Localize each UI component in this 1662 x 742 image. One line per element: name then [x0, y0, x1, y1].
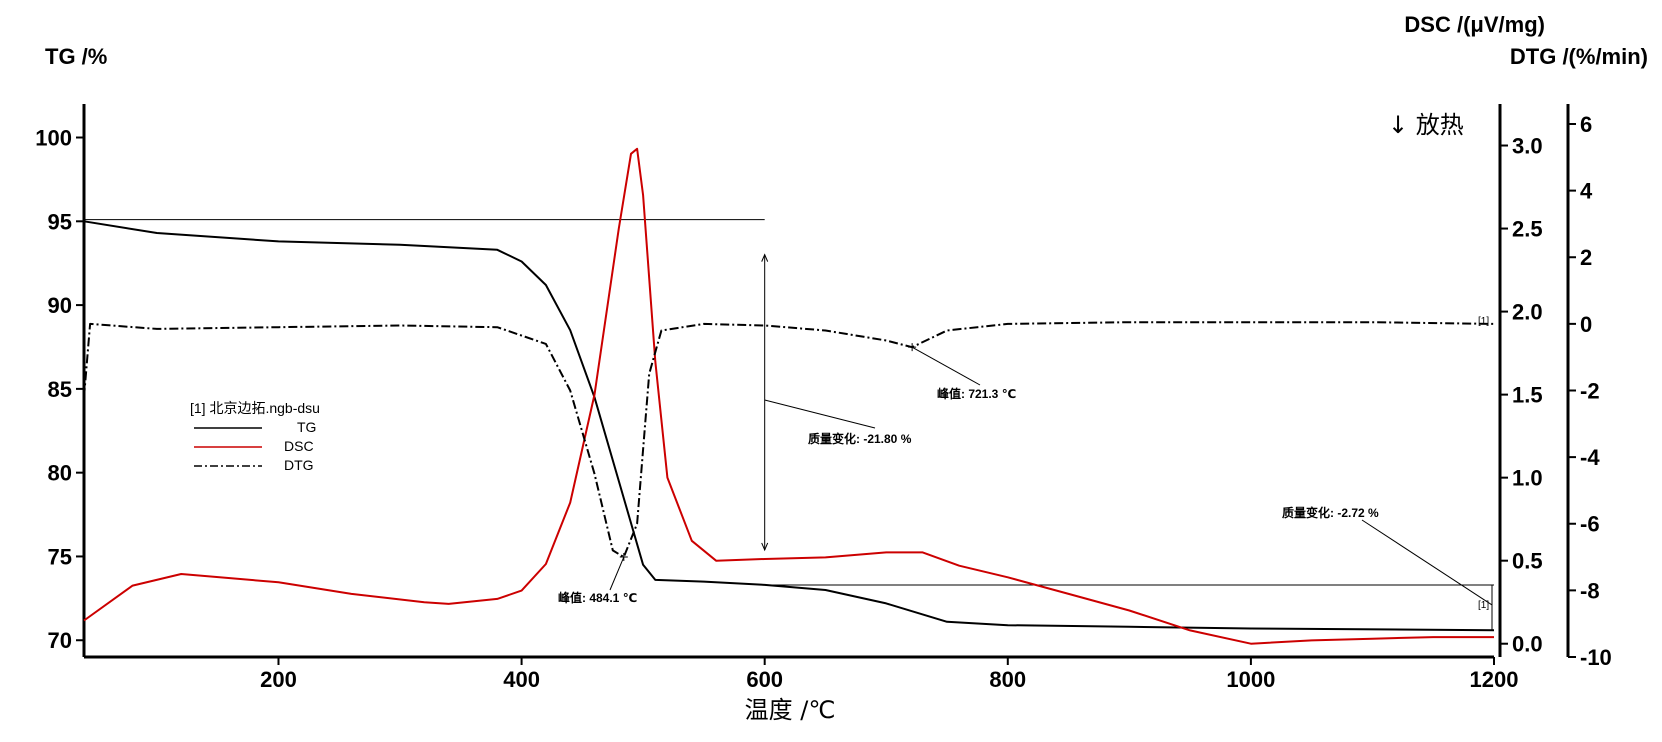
dsc-tick-label-0: 0.0: [1512, 632, 1543, 657]
exothermic-direction-label: ↓ 放热: [1388, 111, 1464, 139]
mass-change-annotation-1: 质量变化: -21.80 %: [808, 431, 912, 446]
tg-tick-label-90: 90: [48, 293, 72, 318]
dtg-tick-label-2: 2: [1580, 245, 1592, 270]
x-tick-label-800: 800: [989, 667, 1026, 692]
x-tick-label-200: 200: [260, 667, 297, 692]
dsc-tick-label-2: 1.0: [1512, 466, 1543, 491]
tg-tick-label-95: 95: [48, 209, 72, 234]
tg-tick-label-100: 100: [35, 126, 72, 151]
mass-change-leader-1: [764, 399, 876, 429]
dsc-tick-label-5: 2.5: [1512, 217, 1543, 242]
dtg-tick-label--6: -6: [1580, 512, 1600, 537]
series-line-dsc: [83, 147, 1494, 645]
dsc-tick-label-4: 2.0: [1512, 300, 1543, 325]
series-line-tg: [83, 220, 1495, 632]
dtg-tick-label--2: -2: [1580, 378, 1600, 403]
series-line-dtg: [83, 321, 1495, 559]
tg-tick-label-70: 70: [48, 628, 72, 653]
peak-leader-721: [911, 346, 981, 386]
tg-axis-title: TG /%: [45, 44, 107, 69]
dtg-tick-label-0: 0: [1580, 312, 1592, 337]
legend-title: [1] 北京边拓.ngb-dsu: [190, 400, 320, 416]
peak-marker-484: [619, 553, 628, 562]
dtg-tick-label--8: -8: [1580, 578, 1600, 603]
x-tick-label-400: 400: [503, 667, 540, 692]
segment-tag-dtg: [1]: [1478, 316, 1489, 327]
mass-change-arrowhead-1b: [761, 542, 769, 552]
legend-entry-tg: TG: [297, 419, 316, 435]
dtg-tick-label--10: -10: [1580, 645, 1612, 670]
x-tick-label-1200: 1200: [1470, 667, 1519, 692]
dtg-tick-label-6: 6: [1580, 112, 1592, 137]
peak-annotation-721: 峰值: 721.3 ℃: [937, 386, 1016, 401]
legend-entry-dsc: DSC: [284, 438, 314, 454]
peak-annotation-484: 峰值: 484.1 ℃: [558, 590, 637, 605]
dsc-tick-label-3: 1.5: [1512, 383, 1543, 408]
dsc-tick-label-1: 0.5: [1512, 549, 1543, 574]
dtg-tick-label-4: 4: [1580, 179, 1593, 204]
dtg-axis-title: DTG /(%/min): [1510, 44, 1648, 69]
tg-tick-label-75: 75: [48, 544, 72, 569]
legend-entry-dtg: DTG: [284, 457, 314, 473]
mass-change-arrowhead-1a: [761, 253, 769, 262]
mass-change-leader-2: [1361, 519, 1493, 606]
tg-tick-label-80: 80: [48, 461, 72, 486]
tg-tick-label-85: 85: [48, 377, 72, 402]
dtg-tick-label--4: -4: [1580, 445, 1600, 470]
dsc-axis-title: DSC /(μV/mg): [1404, 12, 1545, 37]
mass-change-annotation-2: 质量变化: -2.72 %: [1282, 505, 1379, 520]
peak-leader-484: [609, 556, 625, 591]
x-tick-label-1000: 1000: [1226, 667, 1275, 692]
x-tick-label-600: 600: [746, 667, 783, 692]
x-axis-title: 温度 /℃: [745, 696, 836, 724]
segment-tag-dsc: [1]: [1478, 600, 1489, 611]
legend: [1] 北京边拓.ngb-dsu TG DSC DTG: [190, 400, 320, 473]
dsc-tick-label-6: 3.0: [1512, 134, 1543, 159]
